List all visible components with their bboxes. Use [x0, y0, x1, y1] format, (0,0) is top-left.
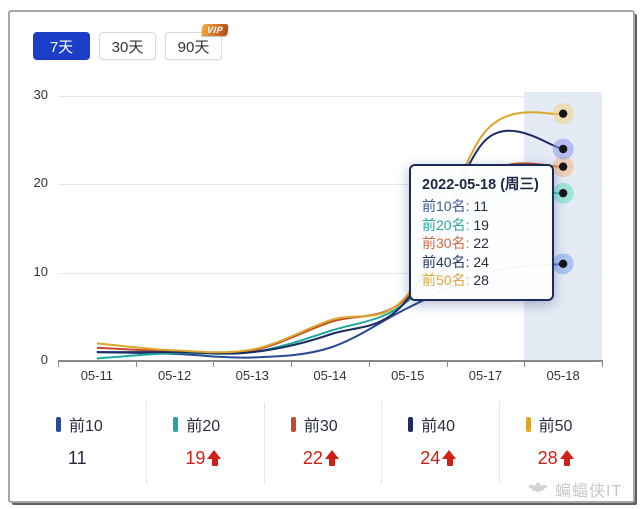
legend-item-top10[interactable]: 前10 11 [30, 402, 146, 484]
chart-tooltip: 2022-05-18 (周三) 前10名: 11 前20名: 19 前30名: … [409, 164, 554, 301]
x-tick-label: 05-15 [391, 368, 425, 383]
series-summary-row: 前10 11 前20 19 前30 22 前40 24 前50 28 [30, 402, 616, 484]
x-tick-label: 05-13 [235, 368, 269, 383]
tooltip-row: 前50名: 28 [422, 272, 489, 288]
tab-7-days[interactable]: 7天 [33, 32, 90, 60]
up-arrow-icon [207, 450, 222, 467]
x-tick-label: 05-18 [546, 368, 580, 383]
x-tick-label: 05-11 [80, 368, 113, 383]
legend-item-top50[interactable]: 前50 28 [498, 402, 616, 484]
y-tick-label: 0 [40, 352, 48, 367]
watermark: 蝙蝠侠IT [527, 477, 622, 501]
tab-30-days[interactable]: 30天 [99, 32, 156, 60]
legend-item-top40[interactable]: 前40 24 [381, 402, 498, 484]
tooltip-row: 前40名: 24 [422, 253, 489, 270]
legend-item-top20[interactable]: 前20 19 [146, 402, 263, 484]
legend-item-top30[interactable]: 前30 22 [263, 402, 381, 484]
tooltip-date-title: 2022-05-18 (周三) [422, 177, 539, 193]
tab-90-days[interactable]: 90天 VIP [165, 24, 229, 60]
y-tick-label: 10 [33, 263, 48, 279]
up-arrow-icon [324, 450, 340, 467]
series-marker [408, 416, 414, 432]
series-marker [525, 416, 531, 432]
series-marker [290, 416, 296, 432]
watermark-text: 蝙蝠侠IT [555, 483, 623, 500]
tooltip-row: 前30名: 22 [422, 235, 489, 251]
tab-90-days-label: 90天 [177, 38, 210, 56]
tooltip-row: 前20名: 19 [422, 216, 489, 233]
vip-badge: VIP [201, 24, 229, 36]
x-tick-label: 05-14 [313, 368, 347, 383]
x-tick-label: 05-12 [157, 368, 192, 383]
y-tick-label: 30 [33, 87, 48, 102]
up-arrow-icon [442, 450, 457, 467]
series-marker [173, 416, 179, 432]
up-arrow-icon [559, 450, 575, 467]
bat-logo-icon [528, 482, 548, 493]
period-tabs: 7天 30天 90天 VIP [33, 24, 229, 60]
series-marker [56, 416, 61, 432]
x-axis-line [58, 360, 603, 362]
x-tick-label: 05-17 [468, 368, 503, 383]
gridline-30 [58, 96, 602, 97]
tooltip-row: 前10名: 11 [422, 198, 488, 214]
y-tick-label: 20 [33, 175, 48, 191]
